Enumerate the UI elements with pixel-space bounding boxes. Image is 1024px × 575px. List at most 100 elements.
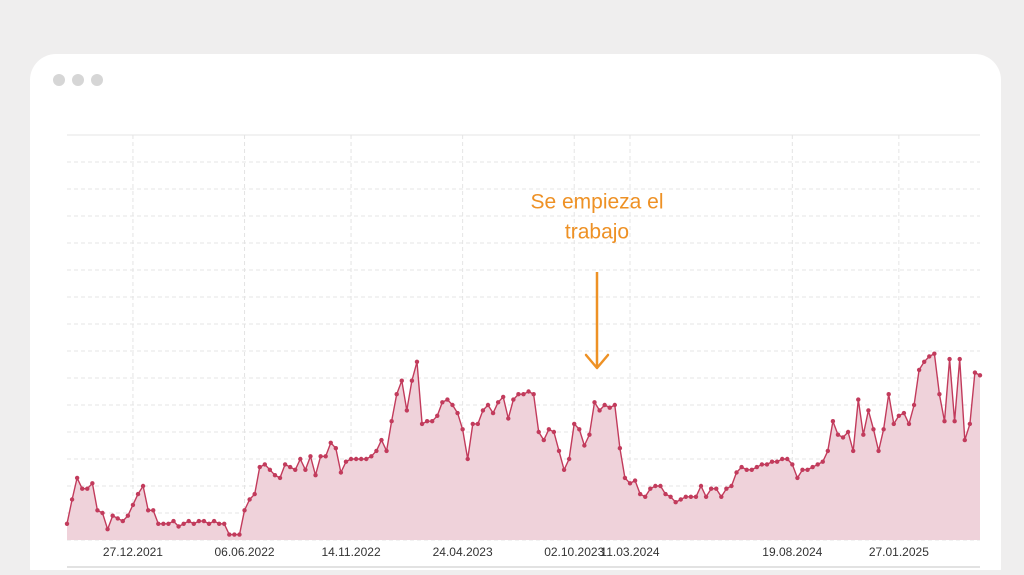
data-point xyxy=(759,462,765,467)
chart: 27.12.2021 06.06.2022 14.11.2022 24.04.2023… xyxy=(64,134,983,559)
data-point xyxy=(171,518,176,524)
data-point xyxy=(911,402,917,408)
data-point xyxy=(536,429,541,435)
data-point xyxy=(876,448,881,454)
data-point xyxy=(845,429,851,435)
data-point xyxy=(262,462,268,467)
data-point xyxy=(450,402,455,408)
data-point xyxy=(74,475,80,481)
data-point xyxy=(424,419,430,424)
data-point xyxy=(663,491,668,497)
data-point xyxy=(683,494,689,499)
data-point xyxy=(637,491,643,497)
data-point xyxy=(272,473,278,478)
data-point xyxy=(419,421,425,427)
data-point xyxy=(622,475,628,481)
data-point xyxy=(293,467,298,472)
data-point xyxy=(977,373,983,378)
data-point xyxy=(308,454,313,459)
data-point xyxy=(130,502,136,508)
data-point xyxy=(191,521,197,526)
data-point xyxy=(714,486,719,491)
data-point xyxy=(952,419,957,424)
data-point xyxy=(105,527,110,532)
data-point xyxy=(216,521,222,526)
data-point xyxy=(282,462,288,467)
data-point xyxy=(658,483,663,489)
data-point xyxy=(850,448,856,454)
data-point xyxy=(140,483,146,489)
data-point xyxy=(937,392,942,397)
data-point xyxy=(729,483,734,489)
data-point xyxy=(693,494,699,499)
data-point xyxy=(364,456,369,462)
x-tick-label: 11.03.2024 xyxy=(600,545,659,559)
data-point xyxy=(800,467,805,472)
data-point xyxy=(222,521,227,526)
data-point xyxy=(166,521,171,526)
data-point xyxy=(521,392,526,397)
data-point xyxy=(592,400,597,405)
data-point xyxy=(313,473,318,478)
data-point xyxy=(440,400,445,405)
data-point xyxy=(551,429,557,435)
data-point xyxy=(835,432,841,437)
data-point xyxy=(90,481,95,486)
x-tick-label: 14.11.2022 xyxy=(321,545,380,559)
data-point xyxy=(541,437,546,443)
data-point xyxy=(546,427,552,432)
data-point xyxy=(430,419,435,424)
data-point xyxy=(69,497,75,502)
data-point xyxy=(531,392,536,397)
data-point xyxy=(698,483,704,489)
data-point xyxy=(161,521,166,526)
x-tick-label: 27.12.2021 xyxy=(103,545,163,559)
data-point xyxy=(774,459,780,464)
data-point xyxy=(353,456,359,462)
data-point xyxy=(673,500,678,505)
data-point xyxy=(739,464,744,470)
data-point xyxy=(211,518,217,524)
data-point xyxy=(749,467,754,472)
data-point xyxy=(815,462,820,467)
data-point xyxy=(886,392,891,397)
data-point xyxy=(612,402,617,408)
data-point xyxy=(830,419,836,424)
data-point xyxy=(125,513,131,518)
data-point xyxy=(861,432,866,437)
data-point xyxy=(744,467,749,472)
data-point xyxy=(120,518,125,524)
data-point xyxy=(328,440,333,445)
data-point xyxy=(927,354,932,359)
data-point xyxy=(399,378,404,383)
data-point xyxy=(871,427,876,432)
data-point xyxy=(566,456,572,462)
data-point xyxy=(343,459,349,464)
data-point xyxy=(394,392,399,397)
data-point xyxy=(196,518,202,524)
data-point xyxy=(790,462,795,467)
data-point xyxy=(384,448,389,454)
data-point xyxy=(455,410,460,416)
data-point xyxy=(825,448,831,454)
data-point xyxy=(287,464,293,470)
data-point xyxy=(480,408,486,413)
data-point xyxy=(688,494,694,499)
data-point xyxy=(490,410,496,416)
annotation-arrowhead xyxy=(584,353,610,370)
data-point xyxy=(810,464,815,470)
data-point xyxy=(820,459,825,464)
data-point xyxy=(80,486,85,491)
data-point xyxy=(891,421,896,427)
data-point xyxy=(303,467,308,472)
data-point xyxy=(435,413,440,418)
data-point xyxy=(556,448,562,454)
data-point xyxy=(369,454,374,459)
data-point xyxy=(678,497,683,502)
data-point xyxy=(643,494,648,499)
x-tick-label: 24.04.2023 xyxy=(433,545,493,559)
data-point xyxy=(151,508,156,513)
data-point xyxy=(511,397,516,402)
data-point xyxy=(206,521,212,526)
